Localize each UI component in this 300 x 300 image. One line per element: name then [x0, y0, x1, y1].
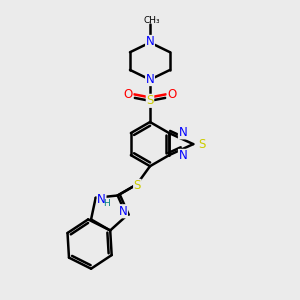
Text: N: N: [146, 73, 154, 85]
Text: N: N: [146, 35, 154, 48]
Text: N: N: [97, 193, 106, 206]
Text: S: S: [134, 179, 141, 192]
Text: O: O: [124, 88, 133, 101]
Text: N: N: [178, 126, 187, 139]
Text: S: S: [146, 94, 154, 107]
Text: O: O: [167, 88, 176, 101]
Text: S: S: [198, 138, 205, 151]
Text: CH₃: CH₃: [143, 16, 160, 25]
Text: N: N: [119, 205, 128, 218]
Text: N: N: [178, 149, 187, 162]
Text: H: H: [103, 199, 110, 208]
